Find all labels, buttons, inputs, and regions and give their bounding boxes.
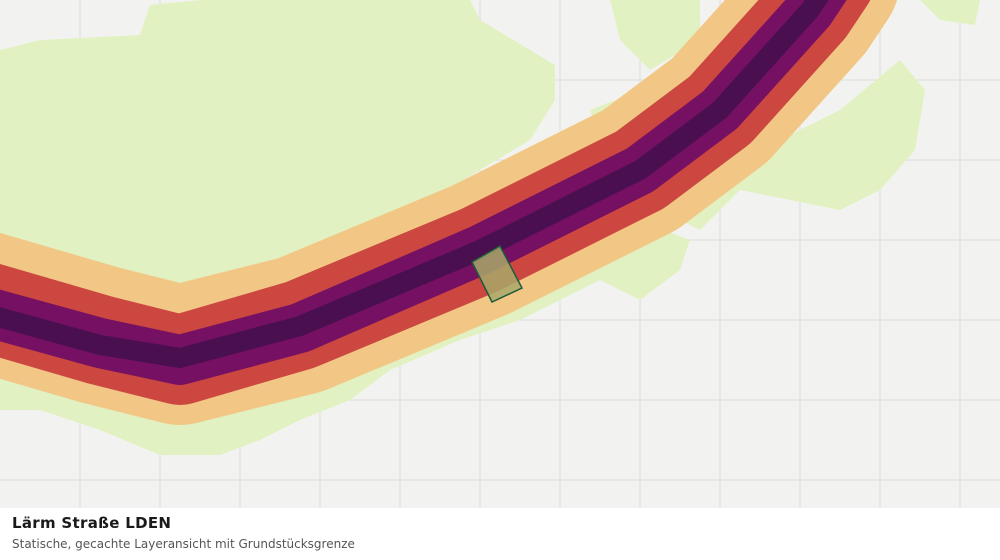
footer: Lärm Straße LDEN Statische, gecachte Lay…	[0, 508, 1000, 560]
parcel-boundary	[471, 244, 524, 303]
noise-map	[0, 0, 1000, 508]
map-subtitle: Statische, gecachte Layeransicht mit Gru…	[12, 537, 355, 551]
noise-zone-extreme	[0, 0, 829, 368]
map-title: Lärm Straße LDEN	[12, 514, 172, 532]
noise-bands	[0, 0, 897, 425]
